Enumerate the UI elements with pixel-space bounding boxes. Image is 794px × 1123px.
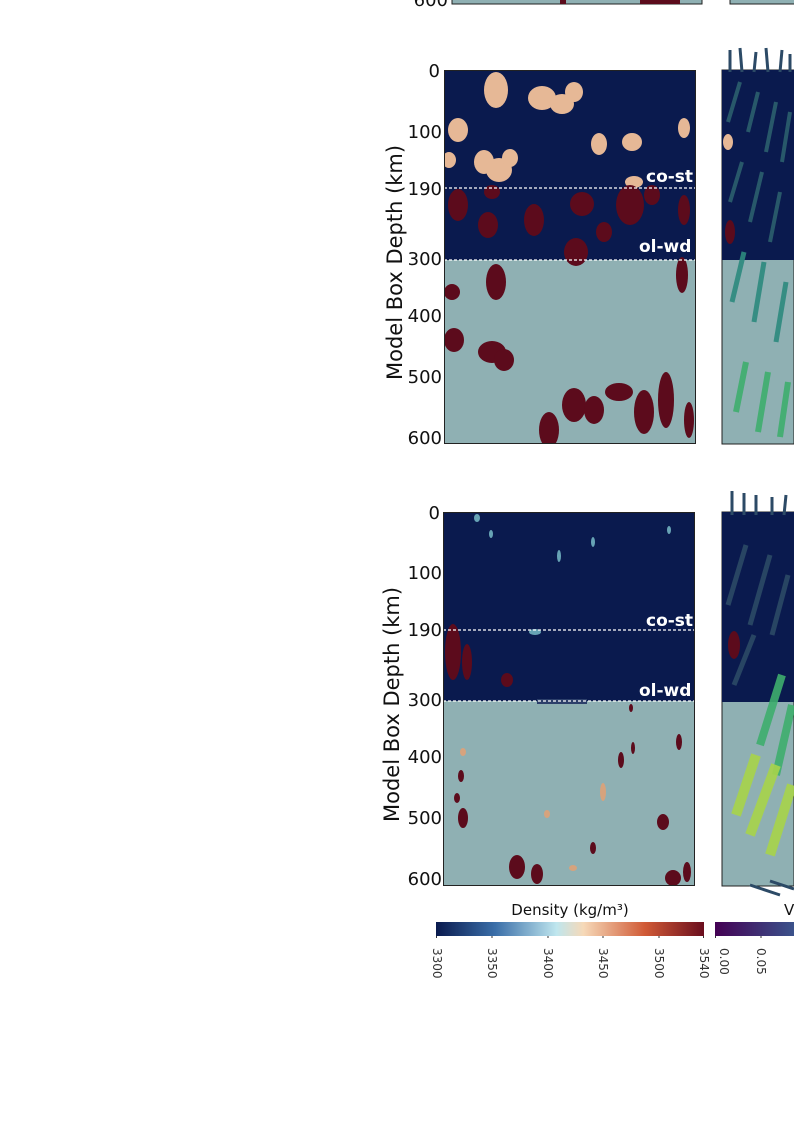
- y-tick: 400: [407, 306, 442, 327]
- colorbar-tick: 3300: [430, 948, 444, 979]
- y-tick: 300: [407, 690, 442, 711]
- y-tick: 600: [407, 869, 442, 890]
- colorbar-tick: 0.05: [754, 948, 768, 975]
- colorbar-title: V: [784, 901, 794, 919]
- boundary-label-ol-wd: ol-wd: [639, 237, 692, 257]
- colorbar-tick: 3400: [541, 948, 555, 979]
- y-tick: 400: [407, 747, 442, 768]
- y-tick: 190: [407, 179, 442, 200]
- y-tick: 100: [407, 122, 442, 143]
- previous-panels-edge: [451, 0, 794, 5]
- density-map-panel-2: [443, 512, 695, 886]
- velocity-map-panel-1: [721, 47, 794, 445]
- velocity-map-panel-2: [721, 491, 794, 897]
- y-tick-600-prev: 600: [413, 0, 448, 11]
- y-tick: 500: [407, 367, 442, 388]
- boundary-label-ol-wd: ol-wd: [639, 681, 692, 701]
- colorbar-gradient: [436, 922, 704, 938]
- colorbar-tick: 3500: [652, 948, 666, 979]
- colorbar-tick: 3540: [697, 948, 711, 979]
- colorbar-tick: 3350: [485, 948, 499, 979]
- colorbar-tick: 0.00: [717, 948, 731, 975]
- colorbar-gradient: [715, 922, 794, 938]
- y-tick: 100: [407, 563, 442, 584]
- y-tick: 600: [407, 428, 442, 449]
- y-tick: 0: [428, 61, 440, 82]
- boundary-label-co-st: co-st: [646, 611, 694, 631]
- colorbar-tick: 3450: [596, 948, 610, 979]
- y-tick: 190: [407, 620, 442, 641]
- y-tick: 500: [407, 808, 442, 829]
- y-tick: 0: [428, 503, 440, 524]
- y-tick: 300: [407, 249, 442, 270]
- boundary-label-co-st: co-st: [646, 167, 694, 187]
- density-map-panel-1: [444, 70, 696, 444]
- colorbar-title: Density (kg/m³): [511, 901, 629, 919]
